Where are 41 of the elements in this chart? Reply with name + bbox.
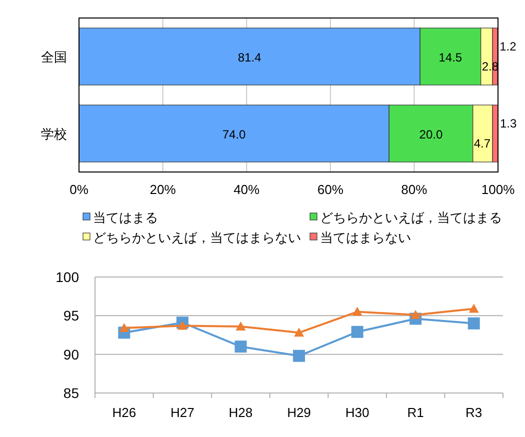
point (351, 326, 364, 338)
y-tick-label: 90 (63, 346, 80, 362)
x-tick-label: H27 (170, 405, 194, 420)
point (177, 320, 188, 330)
point (410, 310, 421, 319)
x-tick-label: 80% (401, 182, 428, 197)
x-tick-label: 40% (234, 182, 260, 197)
data-label: 74.0 (222, 128, 246, 142)
x-tick-label: 0% (70, 182, 89, 197)
point (468, 317, 480, 330)
data-label: 1.2 (500, 40, 517, 54)
legend-label: どちらかといえば，当てはまる (320, 210, 502, 225)
x-tick-label: H30 (345, 405, 370, 420)
x-tick-label: R1 (407, 405, 424, 420)
x-tick-label: R3 (466, 405, 482, 420)
point (294, 328, 304, 337)
x-tick-label: H26 (112, 405, 136, 420)
legend-label: 当てはまらない (320, 230, 411, 245)
data-label: 20.0 (419, 128, 443, 142)
y-tick-label: 100 (56, 269, 80, 285)
x-tick-label: 100% (481, 182, 516, 197)
point (236, 321, 246, 330)
x-tick-label: H29 (287, 405, 311, 420)
data-label: 14.5 (438, 50, 462, 64)
legend-label: どちらかといえば，当てはまらない (93, 230, 301, 245)
point (234, 340, 247, 353)
x-tick-label: H28 (228, 405, 253, 420)
data-label: 4.7 (474, 136, 491, 150)
y-tick-label: 85 (63, 385, 80, 401)
point (352, 306, 362, 316)
point (119, 323, 130, 332)
x-tick-label: 60% (317, 182, 344, 197)
point (293, 350, 305, 362)
y-tick-label: 全国 (41, 50, 67, 64)
data-label: 81.4 (238, 50, 262, 64)
legend-label: 当てはまる (93, 210, 158, 225)
y-tick-label: 学校 (41, 126, 67, 142)
data-label: 1.3 (500, 116, 518, 130)
x-tick-label: 20% (150, 182, 176, 197)
y-tick-label: 95 (63, 308, 80, 324)
point (468, 304, 479, 313)
